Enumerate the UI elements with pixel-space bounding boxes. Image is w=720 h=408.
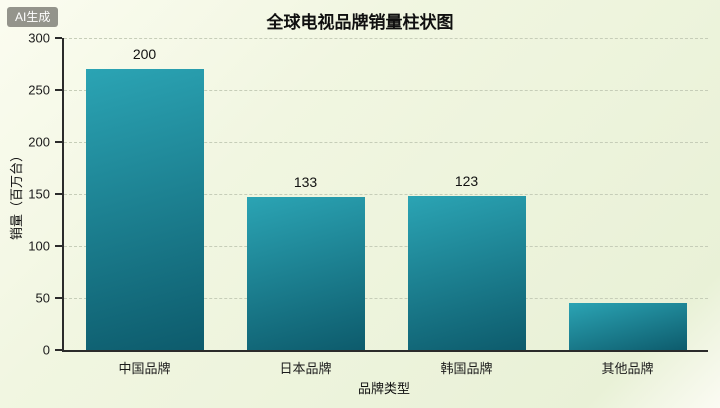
bar (246, 197, 365, 350)
y-tick-mark (55, 141, 62, 143)
x-axis-label: 品牌类型 (357, 381, 410, 396)
gridline (64, 194, 708, 195)
ai-generated-watermark-label: AI生成 (15, 10, 51, 24)
y-tick-mark (55, 297, 62, 299)
y-tick-mark (55, 349, 62, 351)
gridline (64, 142, 708, 143)
bar (85, 69, 204, 350)
bar-value-label: 123 (454, 173, 479, 190)
bar (407, 196, 526, 350)
y-tick-label: 50 (35, 290, 50, 306)
gridline (64, 90, 708, 91)
bar (568, 303, 687, 350)
y-tick-mark (55, 245, 62, 247)
y-tick-mark (55, 193, 62, 195)
x-tick-label: 其他品牌 (601, 361, 654, 376)
ai-generated-watermark-badge: AI生成 (7, 7, 59, 27)
bar-value-label: 133 (293, 174, 318, 191)
bar-value-label: 200 (132, 46, 157, 63)
x-tick-label: 韩国品牌 (440, 361, 493, 376)
plot-area: 0 50 100 150 200 250 300 200 中国品牌 133 日本品牌 123 韩国品牌 其… (28, 31, 708, 376)
y-tick-label: 0 (42, 342, 50, 358)
y-tick-label: 300 (28, 30, 50, 46)
gridline (64, 38, 708, 39)
x-tick-label: 中国品牌 (118, 361, 171, 376)
y-tick-label: 150 (28, 186, 50, 202)
y-tick-label: 200 (28, 134, 50, 150)
y-tick-mark (55, 89, 62, 91)
y-axis-title-wrap: 销量（百万台） (2, 38, 28, 350)
y-tick-label: 100 (28, 238, 50, 254)
y-tick-label: 250 (28, 82, 50, 98)
gridline (64, 298, 708, 299)
y-tick-mark (55, 37, 62, 39)
x-tick-label: 日本品牌 (279, 361, 332, 376)
chart-title: 全球电视品牌销量柱状图 (266, 13, 454, 32)
gridline (64, 246, 708, 247)
y-axis-label: 销量（百万台） (8, 148, 24, 240)
